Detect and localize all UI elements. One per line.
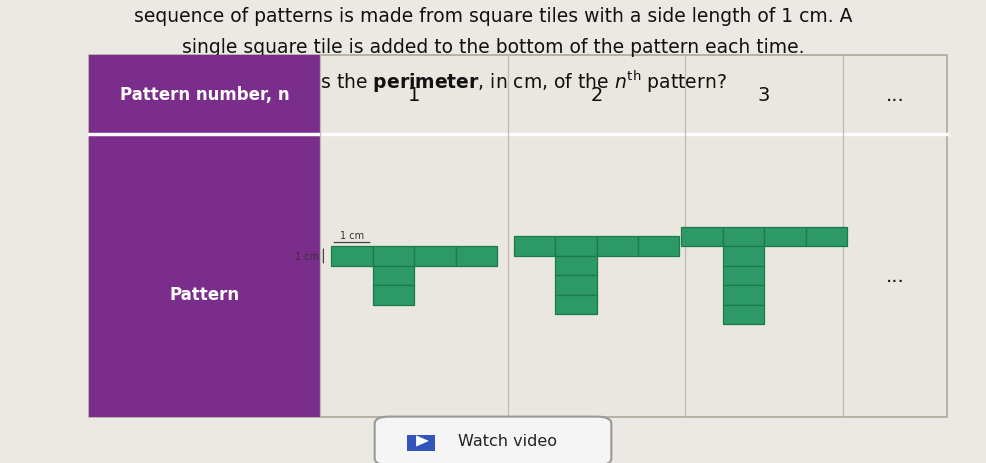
Bar [514,237,555,257]
Bar [407,435,435,451]
FancyBboxPatch shape [375,417,611,463]
Bar [597,237,638,257]
Text: Pattern number, n: Pattern number, n [119,86,290,104]
Bar [723,247,764,266]
Bar [456,247,497,266]
Bar [331,247,373,266]
Bar [89,56,320,135]
Bar [806,227,847,247]
Text: Pattern: Pattern [170,285,240,303]
Text: 1 cm: 1 cm [296,251,319,262]
Bar [373,247,414,266]
Bar [414,247,456,266]
Text: 3: 3 [758,86,770,105]
Bar [555,237,597,257]
Text: ...: ... [885,266,904,285]
Bar [764,227,806,247]
Bar [373,286,414,305]
Bar [681,227,723,247]
Polygon shape [416,435,429,446]
Text: Watch video: Watch video [458,433,557,449]
Bar [638,237,679,257]
Text: 1: 1 [408,86,420,105]
Text: 1 cm: 1 cm [340,231,364,241]
Text: ...: ... [885,86,904,105]
Bar [723,227,764,247]
Bar [373,266,414,286]
Text: 2: 2 [591,86,602,105]
Bar [555,276,597,295]
Bar [89,56,947,417]
Text: sequence of patterns is made from square tiles with a side length of 1 cm. A: sequence of patterns is made from square… [134,7,852,26]
Bar [89,135,320,417]
Text: single square tile is added to the bottom of the pattern each time.: single square tile is added to the botto… [181,38,805,57]
Bar [723,305,764,325]
Bar [555,257,597,276]
Bar [723,266,764,286]
Text: What is the $\mathbf{perimeter}$, in cm, of the $n^{\mathrm{th}}$ pattern?: What is the $\mathbf{perimeter}$, in cm,… [259,69,727,95]
Bar [555,295,597,315]
Bar [723,286,764,305]
